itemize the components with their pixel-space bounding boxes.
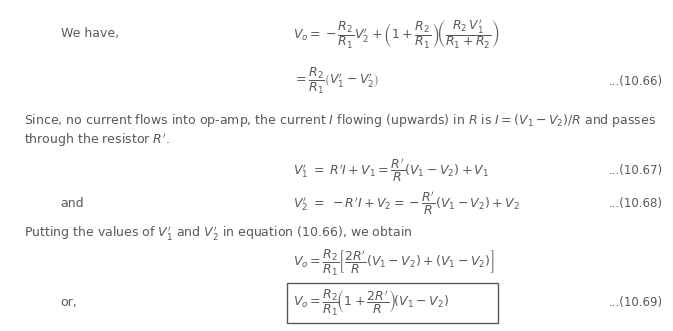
Text: $V_1^{\prime} \; = \; R^{\prime}I + V_1 = \dfrac{R^{\prime}}{R}\left(V_1-V_2\rig: $V_1^{\prime} \; = \; R^{\prime}I + V_1 … [293,157,489,184]
Bar [287,283,498,323]
Text: $V_o = \dfrac{R_2}{R_1}\left[\dfrac{2R^{\prime}}{R}\left(V_1-V_2\right)+\left(V_: $V_o = \dfrac{R_2}{R_1}\left[\dfrac{2R^{… [293,248,495,278]
Text: $V_o = \dfrac{R_2}{R_1}\!\left(1+\dfrac{2R^{\prime}}{R}\right)\!\left(V_1-V_2\ri: $V_o = \dfrac{R_2}{R_1}\!\left(1+\dfrac{… [293,288,449,318]
Text: through the resistor $R^{\prime}$.: through the resistor $R^{\prime}$. [24,132,170,149]
Text: ...(10.67): ...(10.67) [609,164,663,177]
Text: and: and [61,197,84,210]
Text: $= \dfrac{R_2}{R_1}\left(V_1^{\prime}-V_2^{\prime}\right)$: $= \dfrac{R_2}{R_1}\left(V_1^{\prime}-V_… [293,66,379,96]
Text: Since, no current flows into op-amp, the current $I$ flowing (upwards) in $R$ is: Since, no current flows into op-amp, the… [24,112,656,129]
Text: ...(10.69): ...(10.69) [609,296,663,309]
Text: $V_o = -\dfrac{R_2}{R_1}V_2^{\prime}+\left(1+\dfrac{R_2}{R_1}\right)\!\left(\dfr: $V_o = -\dfrac{R_2}{R_1}V_2^{\prime}+\le… [293,18,499,51]
Text: ...(10.66): ...(10.66) [609,74,663,88]
Text: Putting the values of $V_1^{\prime}$ and $V_2^{\prime}$ in equation (10.66), we : Putting the values of $V_1^{\prime}$ and… [24,224,412,242]
Text: We have,: We have, [61,26,118,40]
Text: $V_2^{\prime} \; = \; -R^{\prime}I + V_2 = -\dfrac{R^{\prime}}{R}\left(V_1-V_2\r: $V_2^{\prime} \; = \; -R^{\prime}I + V_2… [293,190,520,217]
Text: ...(10.68): ...(10.68) [609,197,663,210]
Text: or,: or, [61,296,77,309]
